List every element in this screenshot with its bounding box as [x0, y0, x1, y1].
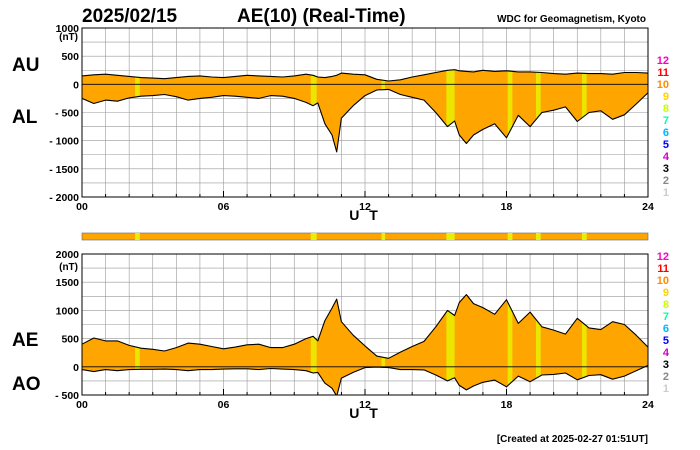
series-line-ao — [82, 364, 648, 395]
y-tick-label: - 2000 — [49, 192, 79, 204]
x-tick-label: 12 — [359, 201, 371, 213]
legend-entry: 8 — [663, 299, 669, 311]
organization-label: WDC for Geomagnetism, Kyoto — [497, 14, 646, 25]
date-label: 2025/02/15 — [82, 6, 178, 27]
legend-entry: 5 — [663, 139, 669, 151]
series-line-al — [82, 88, 648, 153]
strip-highlight — [310, 233, 317, 240]
legend-entry: 10 — [657, 79, 669, 91]
strip-bar — [81, 232, 649, 241]
legend-entry: 4 — [663, 347, 670, 359]
y-unit-label: (nT) — [59, 262, 78, 273]
series-line-au — [82, 69, 648, 82]
legend-entry: 9 — [663, 91, 669, 103]
y-tick-label: 0 — [73, 79, 79, 91]
legend-entry: 7 — [663, 115, 669, 127]
chart-title: AE(10) (Real-Time) — [237, 6, 406, 27]
y-tick-label: 1000 — [56, 305, 80, 317]
y-unit-label: (nT) — [59, 32, 78, 43]
y-tick-label: 1000 — [56, 23, 80, 35]
y-tick-label: 1500 — [56, 277, 80, 289]
legend-entry: 11 — [657, 263, 669, 275]
legend-entry: 6 — [663, 127, 669, 139]
x-tick-label: 06 — [218, 399, 230, 411]
coverage-highlight — [581, 294, 587, 395]
ao-label: AO — [12, 374, 41, 395]
strip-highlight — [507, 233, 513, 240]
legend-entry: 5 — [663, 335, 669, 347]
x-tick-label: 00 — [76, 399, 88, 411]
legend-entry: 7 — [663, 311, 669, 323]
grid-lines — [82, 254, 648, 395]
legend-entry: 6 — [663, 323, 669, 335]
legend-entry: 2 — [663, 371, 669, 383]
x-tick-label: 18 — [501, 399, 513, 411]
legend-entry: 11 — [657, 67, 669, 79]
x-axis-label: U T — [349, 207, 381, 223]
strip-highlight — [135, 233, 140, 240]
legend-entry: 2 — [663, 175, 669, 187]
x-axis-label: U T — [349, 405, 381, 421]
y-tick-label: - 500 — [55, 108, 79, 120]
y-tick-label: 2000 — [56, 249, 80, 261]
x-tick-label: 24 — [642, 201, 654, 213]
ae-label: AE — [12, 330, 38, 351]
x-tick-label: 00 — [76, 201, 88, 213]
coverage-highlight — [507, 69, 513, 152]
strip-highlight — [381, 233, 386, 240]
au-label: AU — [12, 55, 39, 76]
created-timestamp: [Created at 2025-02-27 01:51UT] — [497, 434, 648, 445]
strip-highlight — [446, 233, 455, 240]
coverage-highlight — [310, 294, 317, 395]
legend-entry: 1 — [663, 383, 669, 395]
x-tick-label: 12 — [359, 399, 371, 411]
y-tick-label: 500 — [61, 334, 79, 346]
coverage-highlight — [535, 69, 541, 152]
series-line-ae — [82, 294, 648, 359]
y-tick-label: - 500 — [55, 390, 79, 402]
legend-entry: 12 — [657, 55, 669, 67]
legend-entry: 1 — [663, 187, 669, 199]
al-label: AL — [12, 107, 38, 128]
legend-entry: 8 — [663, 103, 669, 115]
y-tick-label: - 1000 — [49, 136, 79, 148]
x-tick-label: 06 — [218, 201, 230, 213]
coverage-highlight — [446, 294, 455, 395]
band-fill — [82, 294, 648, 395]
grid-lines — [82, 28, 648, 197]
coverage-highlight — [581, 69, 587, 152]
band-fill — [82, 69, 648, 152]
coverage-highlight — [507, 294, 513, 395]
x-tick-label: 18 — [501, 201, 513, 213]
coverage-highlight — [535, 294, 541, 395]
legend-entry: 3 — [663, 163, 669, 175]
legend-entry: 4 — [663, 151, 670, 163]
station-coverage-strip — [81, 232, 649, 241]
strip-highlight — [535, 233, 541, 240]
coverage-highlight — [446, 69, 455, 152]
x-tick-label: 24 — [642, 399, 654, 411]
legend-entry: 10 — [657, 275, 669, 287]
legend-entry: 9 — [663, 287, 669, 299]
strip-highlight — [581, 233, 587, 240]
legend-entry: 3 — [663, 359, 669, 371]
y-tick-label: - 1500 — [49, 164, 79, 176]
y-tick-label: 0 — [73, 362, 79, 374]
y-tick-label: 500 — [61, 51, 79, 63]
legend-entry: 12 — [657, 251, 669, 263]
